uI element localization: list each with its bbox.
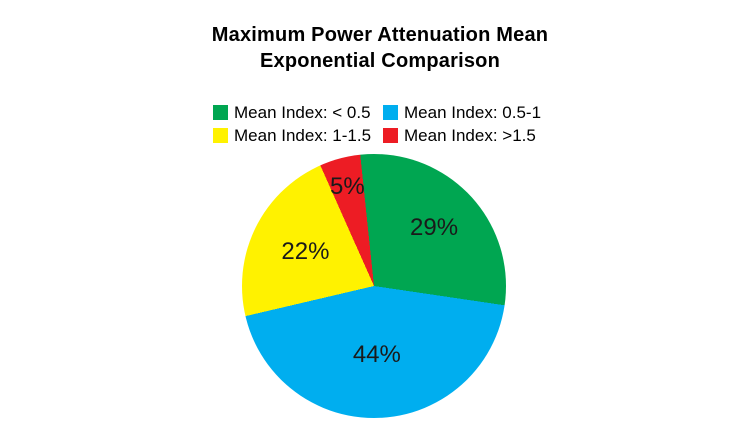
chart-title: Maximum Power Attenuation Mean Exponenti…	[5, 22, 750, 74]
pie-slice-label: 29%	[409, 214, 459, 242]
legend-item: Mean Index: 1-1.5	[213, 126, 383, 146]
legend-item: Mean Index: 0.5-1	[383, 103, 553, 123]
pie-chart	[242, 154, 506, 418]
legend-label: Mean Index: >1.5	[404, 125, 536, 145]
chart-title-line2: Exponential Comparison	[260, 50, 500, 72]
legend-swatch	[383, 128, 398, 143]
pie-slice-label: 5%	[330, 172, 365, 200]
chart-title-line1: Maximum Power Attenuation Mean	[211, 24, 549, 46]
pie-slice-label: 44%	[352, 340, 401, 368]
legend-item: Mean Index: < 0.5	[213, 103, 383, 123]
legend-label: Mean Index: 1-1.5	[234, 125, 372, 145]
legend-label: Mean Index: 0.5-1	[404, 102, 542, 122]
pie-slice-label: 22%	[281, 237, 330, 265]
legend-swatch	[383, 105, 398, 120]
legend: Mean Index: < 0.5 Mean Index: 0.5-1 Mean I…	[213, 101, 553, 147]
legend-item: Mean Index: >1.5	[383, 126, 553, 146]
legend-label: Mean Index: < 0.5	[234, 102, 371, 122]
legend-swatch	[213, 105, 228, 120]
legend-swatch	[213, 128, 228, 143]
